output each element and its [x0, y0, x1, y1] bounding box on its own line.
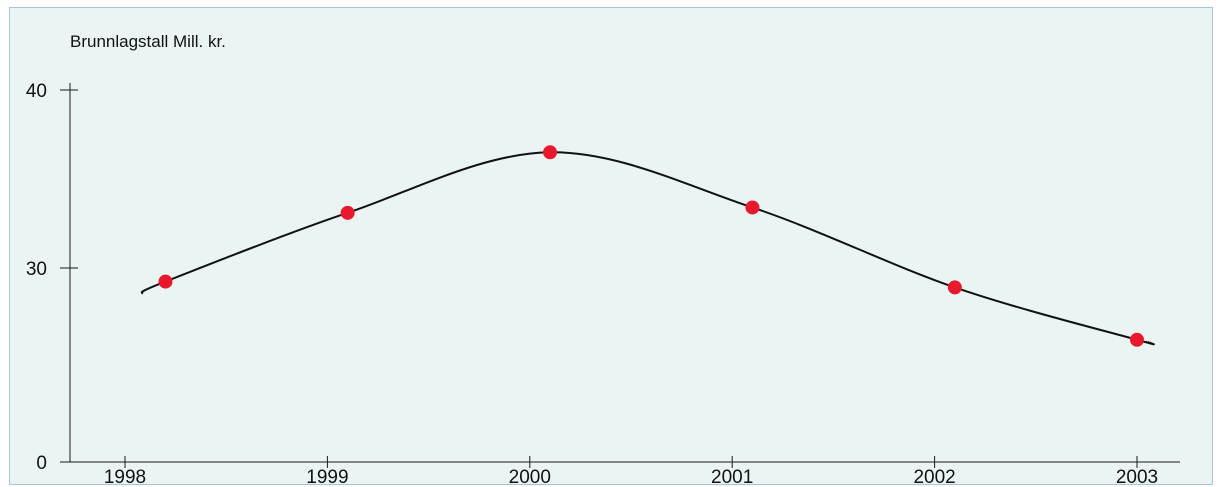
chart-panel	[9, 7, 1213, 485]
data-point-marker	[158, 274, 173, 289]
y-tick-label: 0	[36, 453, 47, 474]
x-tick-label: 2002	[913, 467, 955, 487]
tick-labels: 0 30 40 1998 1999 2000 2001 2002 2003	[26, 81, 1158, 487]
series-group	[140, 145, 1155, 347]
y-tick-label: 30	[26, 259, 47, 280]
y-axis-label: Brunnlagstall Mill. kr.	[70, 32, 226, 51]
x-tick-label: 2000	[509, 467, 551, 487]
x-tick-label: 1998	[104, 467, 146, 487]
x-tick-label: 2001	[711, 467, 753, 487]
x-tick-label: 2003	[1116, 467, 1158, 487]
y-tick-label: 40	[26, 81, 47, 102]
data-point-marker	[340, 205, 355, 220]
data-point-marker	[1130, 332, 1144, 347]
data-point-marker	[947, 280, 962, 295]
x-tick-label: 1999	[306, 467, 348, 487]
data-point-marker	[745, 200, 760, 215]
axes	[60, 83, 1180, 468]
data-point-marker	[543, 145, 558, 160]
series-line	[140, 151, 1155, 346]
